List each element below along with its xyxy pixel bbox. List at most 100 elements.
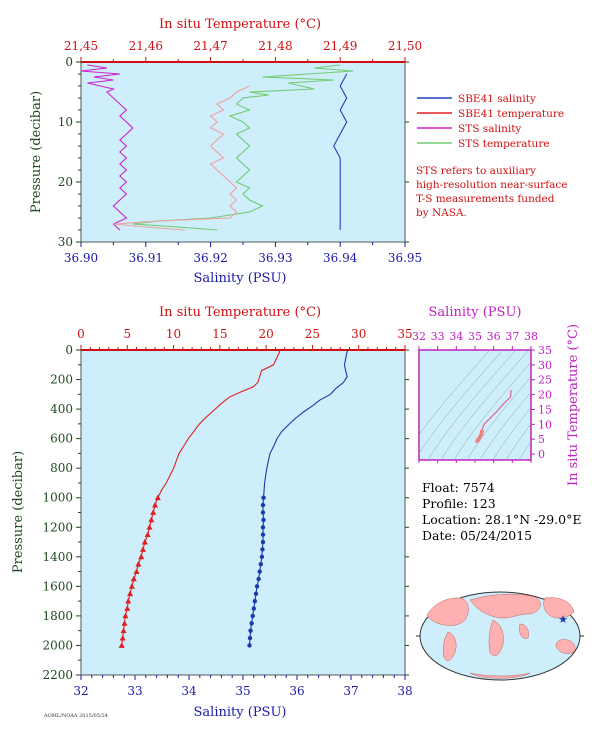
near-surface-legend: SBE41 salinity SBE41 temperature STS salin… xyxy=(417,93,564,150)
salinity-tick-label: 34 xyxy=(181,684,197,698)
near-surface-pressure-axis-title: Pressure (decibar) xyxy=(29,91,44,213)
full-profile-temperature-axis-title: In situ Temperature (°C) xyxy=(159,305,321,320)
footnote-line: T-S measurements funded xyxy=(416,193,555,205)
temperature-marker xyxy=(118,642,125,648)
sts-temperature-line xyxy=(132,64,354,231)
salinity-tick-label: 36.93 xyxy=(258,251,292,265)
temperature-tick-label: 30 xyxy=(351,327,366,341)
ts-salinity-tick-label: 34 xyxy=(449,330,463,343)
footnote-line: high-resolution near-surface xyxy=(416,179,567,191)
legend-entry-label: STS temperature xyxy=(458,138,550,150)
legend-entry-label: SBE41 salinity xyxy=(458,93,536,105)
footnote-line: STS refers to auxiliary xyxy=(416,165,536,177)
temperature-marker xyxy=(154,494,161,501)
temperature-marker xyxy=(125,597,132,604)
ts-density-contour xyxy=(479,391,531,460)
pressure-tick-label: 2200 xyxy=(42,668,73,682)
temperature-marker xyxy=(138,553,145,560)
temperature-marker xyxy=(140,546,147,552)
pressure-tick-label: 800 xyxy=(50,461,73,475)
temperature-marker xyxy=(128,583,135,589)
salinity-marker xyxy=(260,510,266,515)
temperature-tick-label: 0 xyxy=(77,327,85,341)
ts-salinity-tick-label: 33 xyxy=(431,330,445,343)
temperature-tick-label: 15 xyxy=(212,327,227,341)
temperature-marker xyxy=(152,501,159,508)
temperature-marker xyxy=(124,605,131,611)
ts-salinity-tick-label: 38 xyxy=(524,330,538,343)
temperature-marker xyxy=(122,612,129,619)
salinity-marker xyxy=(256,576,261,582)
sbe41-salinity-line xyxy=(333,73,348,230)
temperature-tick-label: 21,50 xyxy=(388,39,422,53)
ts-contour-group xyxy=(419,350,531,460)
float-location-marker-icon: ★ xyxy=(558,613,568,626)
ts-temperature-tick-label: 10 xyxy=(538,418,552,431)
pressure-tick-label: 1600 xyxy=(42,579,73,593)
salinity-marker xyxy=(259,554,265,560)
ts-temperature-tick-label: 5 xyxy=(538,433,545,446)
pressure-tick-label: 0 xyxy=(65,343,73,357)
temperature-marker xyxy=(146,524,153,530)
pressure-tick-label: 600 xyxy=(50,432,73,446)
ts-profile-marker xyxy=(475,438,480,443)
salinity-marker xyxy=(249,621,254,626)
near-surface-panel: 36.90 36.91 36.92 36.93 36.94 36.95 21,45 21,46… xyxy=(29,17,422,286)
salinity-tick-label: 35 xyxy=(235,684,250,698)
salinity-marker xyxy=(257,569,262,574)
near-surface-salinity-axis-title: Salinity (PSU) xyxy=(194,271,287,286)
salinity-marker xyxy=(260,539,266,545)
temperature-marker xyxy=(133,568,140,574)
ts-salinity-tick-label: 32 xyxy=(412,330,426,343)
ts-series xyxy=(475,390,512,443)
pressure-tick-label: 30 xyxy=(58,235,73,249)
ts-profile-marker xyxy=(479,432,484,437)
salinity-tick-label: 36.92 xyxy=(193,251,227,265)
full-profile-plot-area xyxy=(80,349,406,676)
salinity-marker xyxy=(260,502,266,508)
ts-density-contour xyxy=(427,350,517,460)
date: Date: 05/24/2015 xyxy=(422,528,532,543)
salinity-tick-label: 36.91 xyxy=(129,251,163,265)
temperature-marker xyxy=(150,509,157,515)
salinity-tick-label: 36 xyxy=(289,684,304,698)
temperature-marker xyxy=(127,590,134,597)
full-profile-pressure-axis-title: Pressure (decibar) xyxy=(11,451,26,573)
salinity-marker xyxy=(247,635,253,641)
sts-salinity-line xyxy=(80,64,134,231)
salinity-tick-label: 32 xyxy=(73,684,88,698)
footer-tiny-label: AOML/NOAA 2015/05/24 xyxy=(43,713,108,719)
float-number: Float: 7574 xyxy=(422,480,495,495)
temperature-marker xyxy=(121,620,128,626)
float-info: Float: 7574 Profile: 123 Location: 28.1°… xyxy=(422,480,582,543)
temperature-marker xyxy=(144,531,151,538)
ts-density-contour xyxy=(440,350,530,460)
salinity-marker xyxy=(261,517,266,523)
legend-entry-label: STS salinity xyxy=(458,123,521,135)
profile-number: Profile: 123 xyxy=(422,496,496,511)
salinity-marker xyxy=(260,525,266,530)
ts-density-contour xyxy=(466,376,531,460)
ts-temperature-tick-label: 15 xyxy=(538,403,552,416)
location: Location: 28.1°N -29.0°E xyxy=(422,512,582,527)
full-profile-series xyxy=(118,349,349,648)
temperature-tick-label: 21,48 xyxy=(258,39,292,53)
footnote-line: by NASA. xyxy=(416,207,467,219)
ts-salinity-axis-title: Salinity (PSU) xyxy=(429,305,522,320)
ts-density-contour xyxy=(492,407,531,460)
pressure-tick-label: 1400 xyxy=(42,550,73,564)
sbe41-temperature-line xyxy=(113,85,250,231)
ts-plot-area xyxy=(418,349,532,461)
ts-salinity-tick-label: 37 xyxy=(505,330,519,343)
temperature-tick-label: 21,47 xyxy=(193,39,227,53)
near-surface-temperature-axis-title: In situ Temperature (°C) xyxy=(159,17,321,32)
pressure-tick-label: 2000 xyxy=(42,638,73,652)
temperature-tick-label: 5 xyxy=(123,327,131,341)
salinity-tick-label: 37 xyxy=(343,684,358,698)
near-surface-ticks: 36.90 36.91 36.92 36.93 36.94 36.95 21,45 21,46… xyxy=(58,39,422,265)
pressure-tick-label: 10 xyxy=(58,115,73,129)
salinity-marker xyxy=(254,584,260,589)
